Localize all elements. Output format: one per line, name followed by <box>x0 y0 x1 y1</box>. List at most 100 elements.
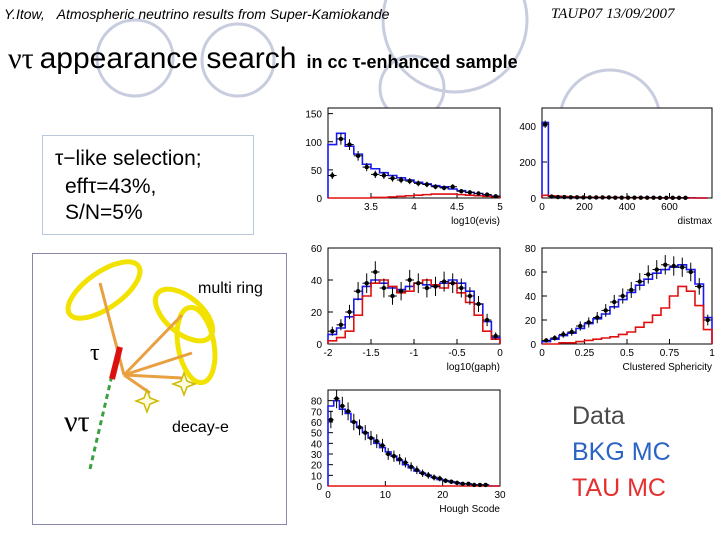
data-point <box>459 285 464 291</box>
data-point <box>578 323 583 329</box>
title-greek: ντ <box>8 42 34 75</box>
author-text: Y.Itow, <box>4 6 45 22</box>
x-tick-label: -1 <box>410 348 419 359</box>
data-point <box>600 195 605 200</box>
x-tick-label: 30 <box>494 490 506 501</box>
data-point <box>420 471 425 476</box>
data-point <box>347 309 352 315</box>
data-point <box>581 195 586 200</box>
data-point <box>683 195 688 201</box>
x-tick-label: 0 <box>497 348 503 359</box>
data-point <box>414 467 420 473</box>
y-tick-label: 0 <box>316 194 322 205</box>
data-point <box>493 333 498 339</box>
ring-middle <box>153 286 215 344</box>
data-point <box>449 479 454 484</box>
data-point <box>670 195 675 201</box>
x-tick-label: -1.5 <box>362 348 380 359</box>
data-point <box>347 142 352 147</box>
x-axis-label: distmax <box>678 216 712 226</box>
data-point <box>654 267 659 272</box>
data-point <box>450 281 455 286</box>
x-tick-label: 0.25 <box>575 348 595 359</box>
y-tick-label: 80 <box>525 244 537 255</box>
data-point <box>390 293 395 299</box>
x-tick-label: 0.75 <box>660 348 680 359</box>
data-point <box>437 476 442 481</box>
data-point <box>355 289 361 294</box>
data-point <box>403 460 408 465</box>
data-point <box>363 430 368 435</box>
data-point <box>407 277 412 283</box>
y-tick-label: 0 <box>316 340 322 351</box>
y-tick-label: 0 <box>530 340 536 351</box>
y-tick-label: 40 <box>311 276 323 287</box>
x-tick-label: -2 <box>324 348 333 359</box>
y-tick-label: 20 <box>525 316 537 327</box>
data-point <box>595 315 600 320</box>
data-point <box>657 195 663 201</box>
event-diagram <box>65 259 218 470</box>
x-tick-label: 1 <box>709 348 715 359</box>
tau-mc-series <box>328 193 501 199</box>
data-point <box>357 425 362 430</box>
tau-mc-series <box>542 285 713 345</box>
tau-track <box>109 346 123 380</box>
y-tick-label: 150 <box>305 110 322 121</box>
data-point <box>355 153 361 159</box>
data-point <box>632 195 637 200</box>
y-tick-label: 400 <box>519 122 536 133</box>
x-tick-label: 0 <box>539 202 545 213</box>
data-point <box>552 335 557 341</box>
data-point <box>338 136 344 142</box>
data-point <box>638 195 644 200</box>
data-point <box>587 195 593 200</box>
tau-mc-series <box>327 279 501 344</box>
x-tick-label: 0 <box>539 348 545 359</box>
data-point <box>407 178 412 184</box>
chart-sphericity: 0 20 40 60 80 0 0.25 0.5 0.75 1 Clustered Spherici… <box>525 244 715 372</box>
data-point <box>330 173 335 178</box>
event-diagram-frame <box>32 253 287 525</box>
data-point <box>398 289 404 294</box>
data-point <box>476 301 481 307</box>
data-point <box>561 332 566 337</box>
track-4 <box>123 373 183 380</box>
data-point <box>416 281 421 286</box>
data-point <box>644 195 650 200</box>
title-main: appearance search <box>39 42 297 75</box>
x-tick-label: 4.5 <box>450 202 464 213</box>
data-point <box>676 195 682 201</box>
data-point <box>408 464 414 469</box>
x-tick-label: 0.5 <box>620 348 634 359</box>
data-point <box>340 403 345 409</box>
data-point <box>625 195 631 200</box>
data-point <box>386 451 391 457</box>
data-point <box>364 164 369 170</box>
data-point <box>374 439 379 444</box>
header-author-title: Y.Itow, Atmospheric neutrino results fro… <box>4 6 389 22</box>
y-tick-label: 20 <box>311 308 323 319</box>
data-point <box>646 272 651 277</box>
data-point <box>443 478 448 483</box>
data-point <box>568 195 573 200</box>
data-point <box>651 195 656 200</box>
legend-data: Data <box>572 402 625 430</box>
data-point <box>603 308 608 313</box>
data-point <box>484 192 490 197</box>
y-tick-label: 0 <box>316 482 322 493</box>
x-tick-label: 4 <box>411 202 417 213</box>
data-point <box>334 396 339 401</box>
x-axis-label: Clustered Sphericity <box>623 362 712 372</box>
y-tick-label: 70 <box>311 407 323 418</box>
data-point <box>476 191 481 196</box>
y-tick-label: 0 <box>530 194 536 205</box>
x-tick-label: 0 <box>325 490 331 501</box>
x-axis-label: log10(evis) <box>451 216 500 226</box>
y-tick-label: 100 <box>305 138 322 149</box>
data-point <box>593 195 599 200</box>
x-tick-label: -0.5 <box>448 348 466 359</box>
data-point <box>574 195 580 200</box>
data-point <box>549 194 554 199</box>
